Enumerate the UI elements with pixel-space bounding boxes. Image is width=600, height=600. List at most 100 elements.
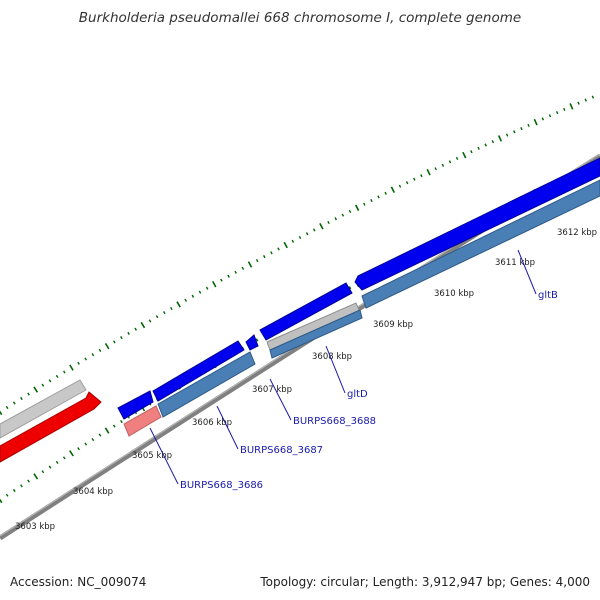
accession-text: Accession: NC_009074 [10, 575, 147, 589]
inner-tick-mark [12, 488, 16, 493]
outer-tick-mark [104, 342, 110, 350]
inner-tick-mark [5, 493, 9, 497]
outer-tick-mark [584, 98, 587, 102]
outer-tick-mark [27, 392, 30, 396]
outer-tick-mark [390, 186, 396, 193]
outer-tick-mark [455, 156, 459, 161]
gene-arrow-small [245, 334, 259, 351]
inner-tick-mark [104, 427, 110, 434]
outer-tick-mark [184, 298, 188, 302]
outer-tick-mark [563, 107, 566, 111]
outer-tick-mark [370, 198, 373, 203]
outer-tick-mark [0, 410, 3, 416]
outer-tick-mark [334, 217, 338, 221]
outer-tick-mark [62, 370, 66, 374]
outer-tick-mark [162, 311, 166, 315]
outer-tick-mark [134, 327, 138, 331]
inner-tick-mark [62, 456, 66, 460]
outer-tick-mark [98, 348, 102, 352]
outer-tick-mark [55, 374, 59, 378]
gene-label-burps668-3686[interactable]: BURPS668_3686 [180, 480, 263, 491]
inner-tick-mark [91, 438, 95, 442]
rna-feature-left [0, 379, 87, 439]
ruler-label-3608: 3608 kbp [312, 352, 352, 362]
outer-tick-mark [277, 247, 280, 251]
ruler-label-3611: 3611 kbp [495, 258, 535, 268]
inner-tick-mark [41, 470, 45, 474]
ruler-label-3603: 3603 kbp [15, 522, 55, 532]
leader-line-gltB [517, 249, 537, 295]
outer-tick-mark [20, 396, 23, 401]
outer-tick-mark [477, 146, 480, 150]
outer-tick-mark [270, 251, 273, 255]
leader-line-gltD [325, 345, 346, 394]
gene-label-gltB[interactable]: gltB [538, 290, 558, 301]
outer-tick-mark [220, 278, 223, 282]
outer-tick-mark [191, 294, 195, 298]
gene-arrow-3686-fwd [117, 390, 154, 420]
inner-tick-mark [112, 424, 116, 428]
inner-tick-mark [20, 484, 23, 488]
outer-tick-mark [354, 204, 360, 211]
inner-tick-mark [33, 473, 39, 480]
outer-tick-mark [341, 213, 345, 217]
outer-tick-mark [413, 177, 416, 181]
outer-tick-mark [127, 331, 130, 335]
outer-tick-mark [434, 167, 437, 171]
outer-tick-mark [69, 364, 74, 371]
outer-tick-mark [319, 223, 324, 230]
outer-tick-mark [198, 290, 202, 294]
outer-tick-mark [470, 150, 473, 154]
outer-tick-mark [527, 123, 530, 127]
outer-tick-mark [327, 220, 330, 225]
outer-tick-mark [155, 315, 159, 319]
outer-tick-mark [48, 379, 52, 383]
outer-tick-mark [234, 270, 238, 274]
gene-steel-gltD [269, 309, 363, 359]
inner-tick-mark [55, 460, 59, 464]
outer-tick-mark [398, 184, 402, 188]
ruler-label-3612: 3612 kbp [557, 228, 597, 238]
gene-label-gltD[interactable]: gltD [347, 389, 368, 400]
outer-tick-mark [497, 135, 503, 142]
outer-tick-mark [283, 241, 288, 249]
outer-tick-mark [212, 281, 217, 288]
inner-tick-mark [348, 286, 352, 290]
ruler-label-3609: 3609 kbp [373, 320, 413, 330]
inner-tick-mark [77, 447, 80, 451]
outer-tick-mark [548, 114, 552, 118]
outer-tick-mark [170, 306, 173, 311]
gene-label-burps668-3687[interactable]: BURPS668_3687 [240, 445, 323, 456]
outer-tick-mark [291, 239, 295, 243]
outer-tick-mark [241, 266, 245, 270]
inner-tick-mark [120, 420, 123, 424]
ruler-label-3604: 3604 kbp [73, 487, 113, 497]
outer-tick-mark [491, 140, 495, 144]
outer-tick-mark [298, 235, 302, 240]
outer-tick-mark [384, 191, 387, 195]
outer-tick-mark [120, 336, 123, 340]
gene-arrow-gltD-fwd [259, 282, 353, 341]
leader-line-3686 [149, 427, 179, 485]
gene-steel-3687 [157, 351, 256, 418]
ruler-label-3605: 3605 kbp [132, 451, 172, 461]
outer-tick-mark [505, 133, 509, 137]
outer-tick-mark [555, 111, 559, 115]
outer-tick-mark [377, 195, 380, 199]
map-title: Burkholderia pseudomallei 668 chromosome… [78, 10, 522, 26]
gene-label-burps668-3688[interactable]: BURPS668_3688 [293, 416, 376, 427]
inner-tick-mark [69, 450, 74, 457]
outer-tick-mark [148, 319, 152, 323]
outer-tick-mark [591, 95, 595, 99]
ruler-label-3607: 3607 kbp [252, 385, 292, 395]
inner-tick-mark [27, 479, 30, 483]
gene-pink-3686 [123, 405, 162, 437]
inner-tick-mark [84, 442, 88, 446]
inner-tick-mark [48, 465, 52, 469]
outer-tick-mark [520, 127, 523, 131]
outer-tick-mark [577, 101, 580, 105]
outer-tick-mark [462, 151, 467, 159]
outer-tick-mark [176, 301, 181, 308]
outer-tick-track [0, 95, 595, 416]
